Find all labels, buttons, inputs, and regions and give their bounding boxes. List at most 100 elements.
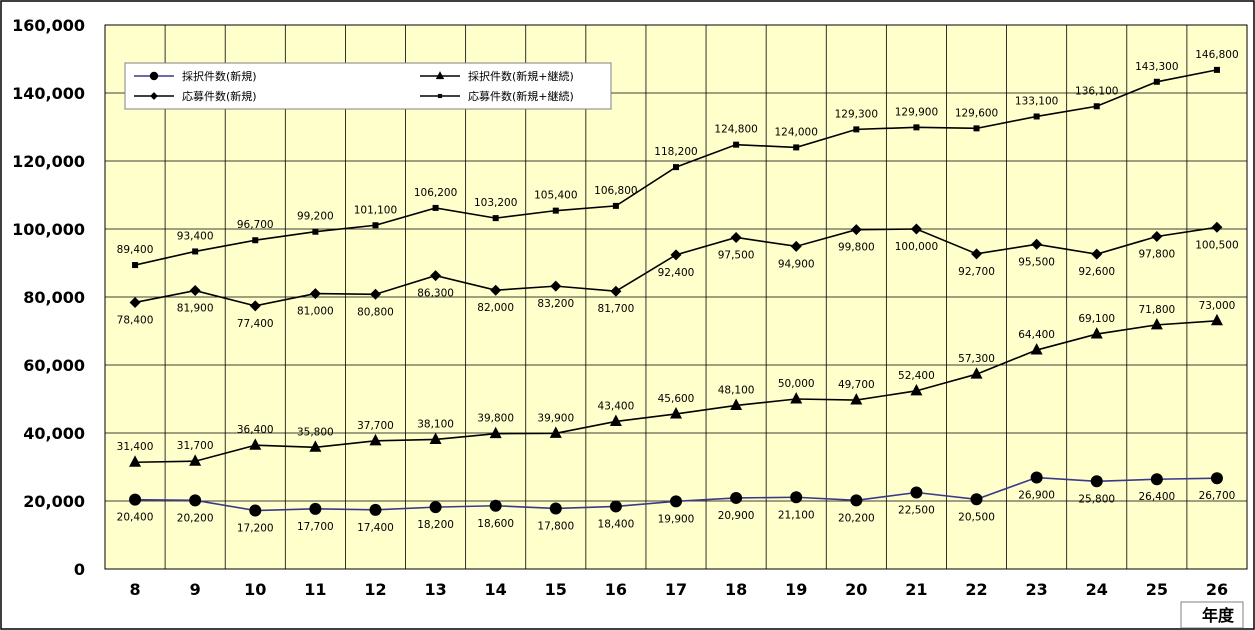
data-point-circle — [549, 502, 562, 515]
data-label: 100,500 — [1195, 239, 1238, 251]
data-label: 17,800 — [537, 520, 574, 532]
data-point-triangle — [369, 433, 382, 446]
data-label: 35,800 — [297, 426, 334, 438]
x-tick-label: 20 — [845, 580, 867, 599]
data-label: 19,900 — [658, 513, 695, 525]
data-label: 20,400 — [117, 512, 154, 524]
data-label: 17,400 — [357, 522, 394, 534]
data-label: 26,400 — [1138, 491, 1175, 503]
legend-label: 応募件数(新規+継続) — [468, 89, 574, 103]
x-tick-label: 16 — [605, 580, 627, 599]
y-tick-label: 100,000 — [12, 220, 85, 239]
data-label: 18,400 — [598, 518, 635, 530]
data-label: 105,400 — [534, 190, 577, 202]
data-label: 93,400 — [177, 230, 214, 242]
x-tick-label: 21 — [905, 580, 927, 599]
data-point-square — [612, 202, 619, 209]
data-label: 146,800 — [1195, 49, 1238, 61]
data-point-circle — [1210, 472, 1223, 485]
data-label: 31,400 — [117, 441, 154, 453]
data-point-circle — [429, 501, 442, 514]
data-label: 39,800 — [477, 413, 514, 425]
data-label: 17,200 — [237, 523, 274, 535]
data-point-triangle — [489, 426, 502, 439]
data-point-diamond — [490, 284, 502, 296]
x-unit-box-frame — [1180, 601, 1244, 629]
legend-box — [124, 62, 612, 110]
data-point-circle — [149, 71, 159, 81]
legend-label: 応募件数(新規) — [182, 89, 257, 103]
data-point-triangle — [429, 432, 442, 444]
data-label: 129,900 — [895, 106, 938, 118]
x-unit-label: 年度 — [1202, 606, 1235, 625]
data-point-square — [437, 93, 443, 99]
data-point-square — [132, 262, 139, 269]
data-label: 80,800 — [357, 306, 394, 318]
data-label: 22,500 — [898, 505, 935, 517]
data-point-circle — [609, 500, 622, 513]
data-point-square — [973, 125, 980, 132]
data-label: 94,900 — [778, 258, 815, 270]
x-tick-label: 13 — [424, 580, 446, 599]
data-label: 48,100 — [718, 384, 755, 396]
data-point-diamond — [1211, 221, 1223, 233]
data-point-diamond — [670, 249, 682, 261]
data-point-triangle — [549, 426, 562, 438]
data-label: 136,100 — [1075, 85, 1118, 97]
data-point-diamond — [1151, 230, 1163, 242]
data-point-square — [1093, 103, 1100, 110]
data-label: 52,400 — [898, 370, 935, 382]
x-tick-label: 15 — [545, 580, 567, 599]
data-point-diamond — [730, 232, 742, 243]
data-point-square — [372, 222, 379, 229]
data-point-circle — [1030, 471, 1043, 484]
data-label: 20,200 — [838, 512, 875, 524]
data-label: 99,200 — [297, 211, 334, 223]
data-point-square — [673, 164, 679, 171]
data-label: 106,800 — [594, 185, 637, 197]
data-label: 49,700 — [838, 379, 875, 391]
x-tick-label: 8 — [129, 580, 140, 599]
data-point-square — [552, 207, 559, 214]
x-tick-label: 24 — [1086, 580, 1108, 599]
y-tick-label: 0 — [74, 560, 85, 579]
y-tick-label: 140,000 — [12, 84, 85, 103]
data-point-square — [252, 237, 259, 244]
data-label: 81,700 — [598, 303, 635, 315]
data-label: 37,700 — [357, 420, 394, 432]
data-label: 97,800 — [1138, 248, 1175, 260]
data-point-circle — [189, 494, 202, 507]
data-label: 129,300 — [835, 108, 878, 120]
data-point-circle — [249, 504, 262, 517]
x-tick-label: 17 — [665, 580, 687, 599]
data-label: 95,500 — [1018, 256, 1055, 268]
data-label: 71,800 — [1138, 304, 1175, 316]
data-label: 92,400 — [658, 267, 695, 279]
data-label: 129,600 — [955, 107, 998, 119]
data-point-diamond — [129, 296, 141, 308]
data-label: 99,800 — [838, 242, 875, 254]
data-label: 20,500 — [958, 511, 995, 523]
data-point-triangle — [1090, 327, 1103, 339]
data-label: 17,700 — [297, 521, 334, 533]
data-label: 86,300 — [417, 288, 454, 300]
data-point-circle — [489, 499, 502, 512]
data-point-circle — [910, 486, 923, 499]
data-label: 20,200 — [177, 512, 214, 524]
x-tick-label: 11 — [304, 580, 326, 599]
data-point-circle — [1150, 473, 1163, 486]
data-label: 57,300 — [958, 353, 995, 365]
data-point-triangle — [309, 440, 322, 452]
data-point-triangle — [435, 71, 445, 80]
data-point-square — [312, 228, 319, 235]
x-tick-label: 10 — [244, 580, 266, 599]
data-label: 50,000 — [778, 378, 815, 390]
y-tick-label: 120,000 — [12, 152, 85, 171]
data-label: 143,300 — [1135, 61, 1178, 73]
data-label: 25,800 — [1078, 493, 1115, 505]
data-point-square — [1033, 113, 1040, 120]
data-point-circle — [850, 494, 863, 507]
data-label: 83,200 — [537, 298, 574, 310]
data-point-triangle — [730, 398, 743, 410]
data-point-triangle — [910, 383, 923, 396]
